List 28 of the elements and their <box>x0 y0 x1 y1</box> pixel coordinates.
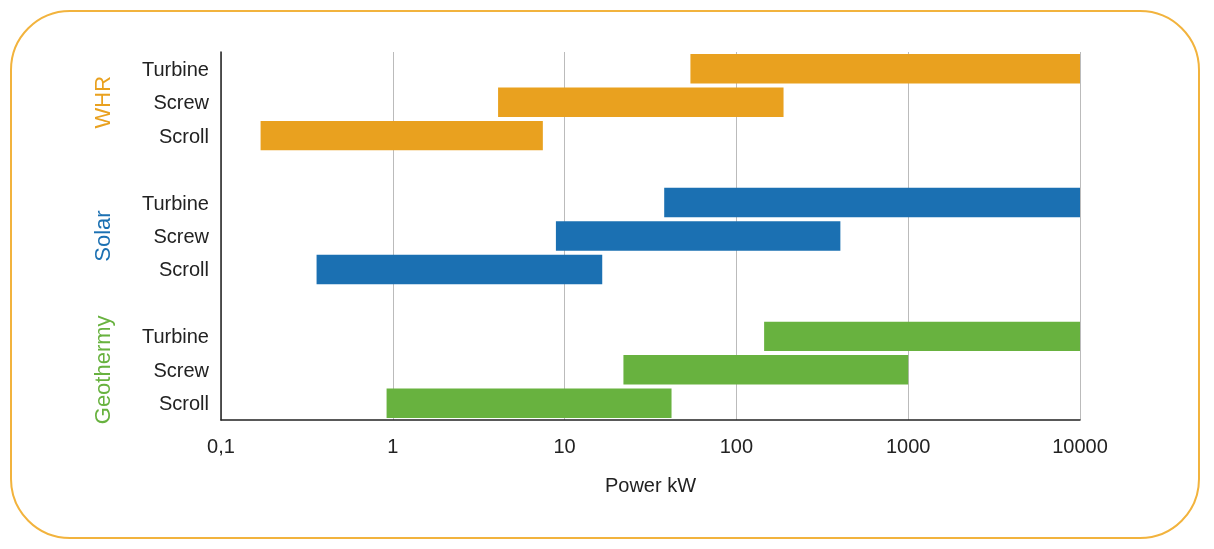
x-tick-label: 10 <box>553 435 576 457</box>
y-tick-label: Turbine <box>141 325 209 348</box>
x-axis-title: Power kW <box>604 474 697 496</box>
bar <box>764 321 1080 352</box>
x-tick-label: 1 <box>387 435 399 457</box>
bar <box>260 120 543 151</box>
bar <box>498 87 784 117</box>
x-tick-label: 0,1 <box>207 435 235 457</box>
y-tick-label: Screw <box>153 358 210 381</box>
text: WHR <box>89 75 115 129</box>
y-tick-label: Scroll <box>158 392 209 415</box>
text: Geothermy <box>89 315 115 425</box>
y-tick-label: Screw <box>153 91 210 114</box>
x-tick-label: 10000 <box>1052 435 1108 457</box>
bar <box>664 187 1080 218</box>
y-tick-label: Scroll <box>158 258 209 281</box>
bar <box>555 221 841 251</box>
x-tick-label: 1000 <box>885 435 931 457</box>
bar <box>386 388 672 418</box>
text: Solar <box>89 210 115 262</box>
bar <box>690 54 1080 84</box>
y-tick-label: Turbine <box>141 57 209 80</box>
y-tick-label: Turbine <box>141 191 209 214</box>
y-tick-label: Screw <box>153 225 210 247</box>
bar <box>316 254 603 285</box>
bar <box>623 355 909 385</box>
y-tick-label: Scroll <box>158 124 209 147</box>
x-tick-label: 100 <box>719 435 754 457</box>
